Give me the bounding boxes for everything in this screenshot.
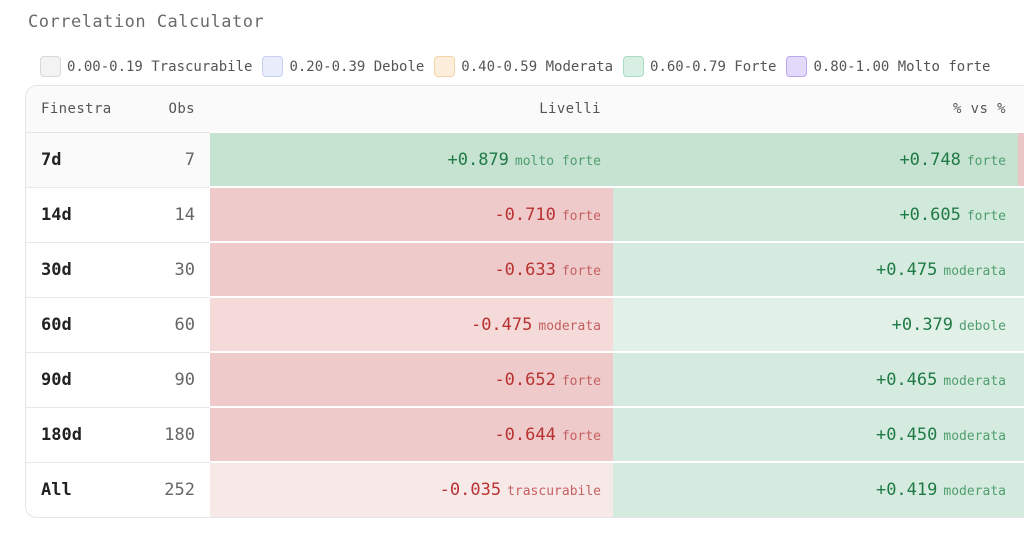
legend-item: 0.20-0.39 Debole [262, 56, 424, 77]
table-row[interactable]: 90d 90 -0.652 forte +0.465 moderata [26, 351, 1024, 407]
legend-label: 0.00-0.19 Trascurabile [67, 58, 253, 75]
legend-swatch [434, 56, 456, 77]
table-row[interactable]: 60d 60 -0.475 moderata +0.379 debole [26, 296, 1024, 352]
cell-pct: +0.748 forte [613, 131, 1018, 187]
cell-finestra: 30d [26, 241, 111, 297]
cell-extra [1018, 461, 1024, 517]
legend-item: 0.80-1.00 Molto forte [786, 56, 990, 77]
correlation-value: +0.450 [875, 424, 938, 445]
strength-label: debole [959, 318, 1006, 334]
cell-finestra: 60d [26, 296, 111, 352]
correlation-value: +0.419 [875, 480, 938, 500]
cell-obs: 7 [111, 132, 210, 187]
cell-livelli: +0.879 molto forte [210, 131, 613, 187]
legend-label: 0.20-0.39 Debole [289, 58, 425, 75]
correlation-value: +0.379 [891, 314, 954, 335]
cell-livelli: -0.652 forte [210, 351, 613, 407]
strength-label: forte [561, 208, 601, 224]
strength-label: moderata [943, 263, 1006, 279]
strength-label: trascurabile [507, 484, 601, 499]
app-title: Correlation Calculator [28, 12, 265, 32]
cell-finestra: 7d [26, 132, 111, 187]
cell-finestra: All [26, 461, 111, 517]
header-livelli[interactable]: Livelli [210, 86, 613, 133]
strength-label: moderata [538, 318, 601, 334]
cell-livelli: -0.710 forte [210, 186, 613, 242]
table-row[interactable]: 180d 180 -0.644 forte +0.450 moderata [26, 406, 1024, 462]
cell-livelli: -0.035 trascurabile [210, 461, 613, 517]
cell-pct: +0.450 moderata [613, 406, 1018, 462]
legend-item: 0.60-0.79 Forte [623, 56, 776, 77]
correlation-value: +0.748 [899, 149, 961, 170]
strength-label: forte [561, 373, 601, 389]
cell-extra [1018, 406, 1024, 462]
legend-label: 0.80-1.00 Molto forte [813, 58, 991, 75]
cell-livelli: -0.633 forte [210, 241, 613, 297]
cell-obs: 60 [111, 296, 210, 352]
header-pct-vs-pct[interactable]: % vs % [613, 86, 1018, 133]
correlation-value: -0.035 [439, 480, 502, 500]
correlation-value: +0.475 [875, 259, 938, 280]
strength-label: forte [561, 428, 601, 444]
cell-extra [1018, 186, 1024, 242]
cell-obs: 252 [111, 461, 210, 517]
strength-label: moderata [943, 373, 1006, 389]
legend-item: 0.40-0.59 Moderata [434, 56, 613, 77]
strength-label: forte [561, 263, 601, 279]
cell-extra [1018, 351, 1024, 407]
legend-label: 0.60-0.79 Forte [650, 58, 777, 75]
cell-obs: 180 [111, 406, 210, 462]
cell-finestra: 14d [26, 186, 111, 242]
cell-extra [1018, 296, 1024, 352]
legend-swatch [40, 56, 61, 77]
correlation-value: -0.652 [494, 369, 556, 390]
legend: 0.00-0.19 Trascurabile 0.20-0.39 Debole 0.… [40, 56, 1000, 77]
table-header: Finestra Obs Livelli % vs % [26, 86, 1024, 133]
cell-pct: +0.419 moderata [613, 461, 1018, 517]
strength-label: molto forte [514, 153, 601, 169]
correlation-value: +0.879 [447, 149, 509, 170]
cell-extra [1018, 131, 1024, 187]
table-row[interactable]: 30d 30 -0.633 forte +0.475 moderata [26, 241, 1024, 297]
legend-label: 0.40-0.59 Moderata [461, 58, 614, 75]
cell-livelli: -0.475 moderata [210, 296, 613, 352]
cell-pct: +0.465 moderata [613, 351, 1018, 407]
header-extra [1018, 86, 1024, 133]
cell-pct: +0.605 forte [613, 186, 1018, 242]
header-obs[interactable]: Obs [111, 86, 210, 133]
cell-pct: +0.475 moderata [613, 241, 1018, 297]
strength-label: moderata [943, 428, 1006, 444]
correlation-table: Finestra Obs Livelli % vs % 7d 7 +0.879 mol… [25, 85, 1024, 518]
correlation-value: +0.465 [875, 369, 938, 390]
table-row[interactable]: All 252 -0.035 trascurabile +0.419 moderata [26, 461, 1024, 517]
cell-finestra: 180d [26, 406, 111, 462]
table-row[interactable]: 7d 7 +0.879 molto forte +0.748 forte [26, 131, 1024, 187]
correlation-value: -0.710 [494, 204, 556, 225]
table-body: 7d 7 +0.879 molto forte +0.748 forte 14d 14 -0.7… [26, 131, 1024, 517]
cell-extra [1018, 241, 1024, 297]
cell-pct: +0.379 debole [613, 296, 1018, 352]
legend-swatch [623, 56, 645, 77]
correlation-value: -0.644 [494, 424, 556, 445]
correlation-value: +0.605 [899, 204, 961, 225]
legend-swatch [262, 56, 284, 77]
strength-label: forte [966, 153, 1006, 169]
cell-finestra: 90d [26, 351, 111, 407]
legend-item: 0.00-0.19 Trascurabile [40, 56, 252, 77]
correlation-value: -0.475 [470, 314, 533, 335]
cell-obs: 14 [111, 186, 210, 242]
table-row[interactable]: 14d 14 -0.710 forte +0.605 forte [26, 186, 1024, 242]
strength-label: moderata [943, 484, 1006, 499]
header-finestra[interactable]: Finestra [26, 86, 111, 133]
correlation-value: -0.633 [494, 259, 556, 280]
cell-livelli: -0.644 forte [210, 406, 613, 462]
cell-obs: 30 [111, 241, 210, 297]
cell-obs: 90 [111, 351, 210, 407]
strength-label: forte [966, 208, 1006, 224]
legend-swatch [786, 56, 808, 77]
